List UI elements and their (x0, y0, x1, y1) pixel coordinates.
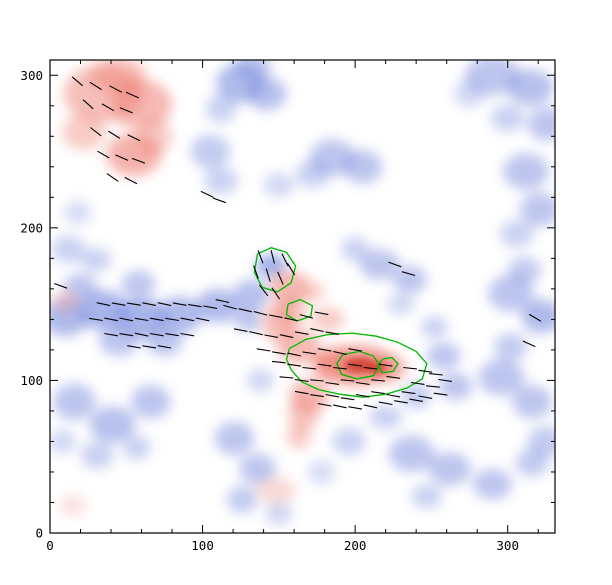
svg-text:0: 0 (46, 538, 54, 553)
svg-text:300: 300 (20, 68, 43, 83)
svg-text:300: 300 (496, 538, 519, 553)
svg-text:200: 200 (344, 538, 367, 553)
svg-text:200: 200 (20, 220, 43, 235)
svg-text:100: 100 (20, 373, 43, 388)
svg-text:0: 0 (35, 526, 43, 541)
svg-text:100: 100 (191, 538, 214, 553)
